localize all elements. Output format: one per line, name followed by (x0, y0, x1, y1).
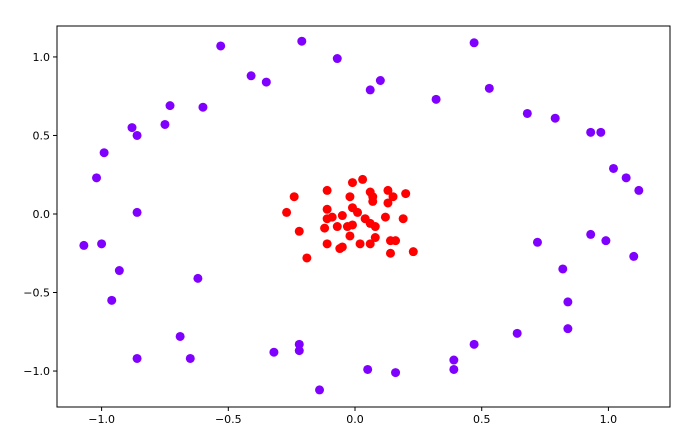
data-point (385, 236, 395, 246)
data-point (332, 54, 342, 64)
data-point (383, 185, 393, 195)
data-point (385, 248, 395, 258)
data-point (375, 75, 385, 85)
data-point (355, 239, 365, 249)
data-point (391, 368, 401, 378)
data-point (99, 148, 109, 158)
data-point (431, 94, 441, 104)
data-point (484, 83, 494, 93)
data-point (550, 113, 560, 123)
data-point (322, 204, 332, 214)
data-point (608, 163, 618, 173)
data-point (216, 41, 226, 51)
data-point (621, 173, 631, 183)
data-point (294, 339, 304, 349)
data-point (586, 127, 596, 137)
data-point (629, 251, 639, 261)
data-point (469, 38, 479, 48)
y-tick-label: 0.0 (33, 208, 51, 221)
y-tick-label: −1.0 (23, 365, 50, 378)
data-point (449, 364, 459, 374)
data-point (365, 239, 375, 249)
data-point (97, 239, 107, 249)
x-tick-label: 1.0 (600, 413, 618, 426)
data-point (297, 36, 307, 46)
data-point (388, 192, 398, 202)
data-point (332, 222, 342, 232)
data-point (175, 331, 185, 341)
data-point (345, 231, 355, 241)
y-tick-label: −0.5 (23, 287, 50, 300)
data-point (165, 101, 175, 111)
data-point (401, 189, 411, 199)
data-point (469, 339, 479, 349)
data-point (563, 297, 573, 307)
data-point (282, 207, 292, 217)
data-point (337, 242, 347, 252)
data-point (365, 85, 375, 95)
data-point (398, 214, 408, 224)
data-point (347, 178, 357, 188)
plot-frame (56, 25, 671, 408)
data-point (294, 226, 304, 236)
data-point (353, 207, 363, 217)
data-point (596, 127, 606, 137)
data-point (380, 212, 390, 222)
data-point (127, 123, 137, 133)
y-axis: −1.0 −0.5 0.0 0.5 1.0 (23, 51, 57, 378)
data-point (586, 229, 596, 239)
data-point (132, 207, 142, 217)
x-tick-label: 0.5 (473, 413, 491, 426)
data-point (327, 212, 337, 222)
data-point (132, 130, 142, 140)
x-tick-label: −0.5 (215, 413, 242, 426)
data-point (634, 185, 644, 195)
data-point (302, 253, 312, 263)
data-point (345, 192, 355, 202)
data-point (320, 223, 330, 233)
data-point (563, 324, 573, 334)
data-point (322, 239, 332, 249)
data-point (79, 240, 89, 250)
data-point (383, 198, 393, 208)
data-point (107, 295, 117, 305)
data-point (532, 237, 542, 247)
data-point (246, 71, 256, 81)
data-point (289, 192, 299, 202)
data-point (370, 222, 380, 232)
data-point (368, 196, 378, 206)
data-point (337, 211, 347, 221)
data-point (512, 328, 522, 338)
data-point (408, 247, 418, 257)
data-point (114, 266, 124, 276)
data-point (261, 77, 271, 87)
data-point (185, 353, 195, 363)
x-tick-label: 0.0 (346, 413, 364, 426)
data-point (358, 174, 368, 184)
data-point (160, 119, 170, 129)
points-layer (79, 36, 644, 395)
y-tick-label: 0.5 (33, 129, 51, 142)
data-point (92, 173, 102, 183)
data-point (347, 220, 357, 230)
data-point (294, 346, 304, 356)
data-point (601, 236, 611, 246)
data-point (315, 385, 325, 395)
x-axis: −1.0 −0.5 0.0 0.5 1.0 (88, 407, 617, 426)
data-point (449, 355, 459, 365)
data-point (363, 364, 373, 374)
data-point (370, 233, 380, 243)
data-point (269, 347, 279, 357)
data-point (522, 108, 532, 118)
y-tick-label: 1.0 (33, 51, 51, 64)
data-point (132, 353, 142, 363)
x-tick-label: −1.0 (88, 413, 115, 426)
data-point (558, 264, 568, 274)
data-point (198, 102, 208, 112)
data-point (193, 273, 203, 283)
data-point (322, 185, 332, 195)
